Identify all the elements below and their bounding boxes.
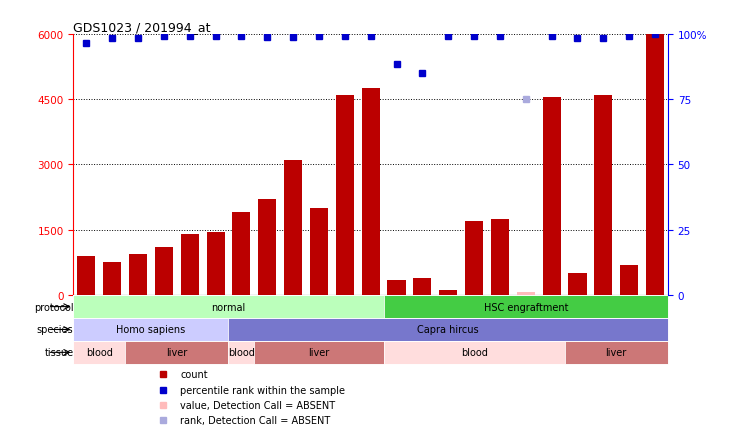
Bar	[517, 292, 535, 296]
Bar	[228, 318, 668, 341]
Text: liver: liver	[308, 348, 330, 358]
Bar	[564, 341, 668, 364]
Text: liver: liver	[166, 348, 187, 358]
Text: normal: normal	[211, 302, 246, 312]
Text: blood: blood	[228, 348, 255, 358]
Text: percentile rank within the sample: percentile rank within the sample	[181, 385, 346, 395]
Text: protocol: protocol	[34, 302, 73, 312]
Bar	[595, 95, 612, 296]
Bar	[228, 341, 255, 364]
Text: species: species	[37, 325, 73, 335]
Bar	[155, 248, 173, 296]
Bar	[384, 341, 564, 364]
Bar	[491, 220, 509, 296]
Bar	[77, 256, 95, 296]
Text: rank, Detection Call = ABSENT: rank, Detection Call = ABSENT	[181, 415, 331, 425]
Text: HSC engraftment: HSC engraftment	[484, 302, 568, 312]
Bar	[125, 341, 228, 364]
Text: Capra hircus: Capra hircus	[418, 325, 479, 335]
Bar	[439, 290, 457, 296]
Bar	[542, 98, 561, 296]
Bar	[73, 296, 384, 318]
Bar	[335, 95, 354, 296]
Bar	[388, 280, 406, 296]
Bar	[181, 235, 199, 296]
Text: blood: blood	[461, 348, 487, 358]
Bar	[568, 274, 586, 296]
Text: tissue: tissue	[44, 348, 73, 358]
Bar	[73, 341, 125, 364]
Bar	[129, 254, 147, 296]
Text: Homo sapiens: Homo sapiens	[116, 325, 186, 335]
Bar	[206, 233, 225, 296]
Bar	[103, 263, 121, 296]
Bar	[465, 222, 483, 296]
Bar	[73, 318, 228, 341]
Bar	[620, 265, 638, 296]
Text: count: count	[181, 369, 208, 379]
Bar	[413, 278, 432, 296]
Text: value, Detection Call = ABSENT: value, Detection Call = ABSENT	[181, 400, 335, 410]
Bar	[310, 209, 328, 296]
Bar	[284, 161, 302, 296]
Bar	[233, 213, 250, 296]
Text: liver: liver	[606, 348, 627, 358]
Bar	[384, 296, 668, 318]
Bar	[258, 200, 276, 296]
Bar	[362, 89, 379, 296]
Bar	[646, 35, 664, 296]
Text: GDS1023 / 201994_at: GDS1023 / 201994_at	[73, 20, 211, 33]
Text: blood: blood	[86, 348, 113, 358]
Bar	[255, 341, 384, 364]
